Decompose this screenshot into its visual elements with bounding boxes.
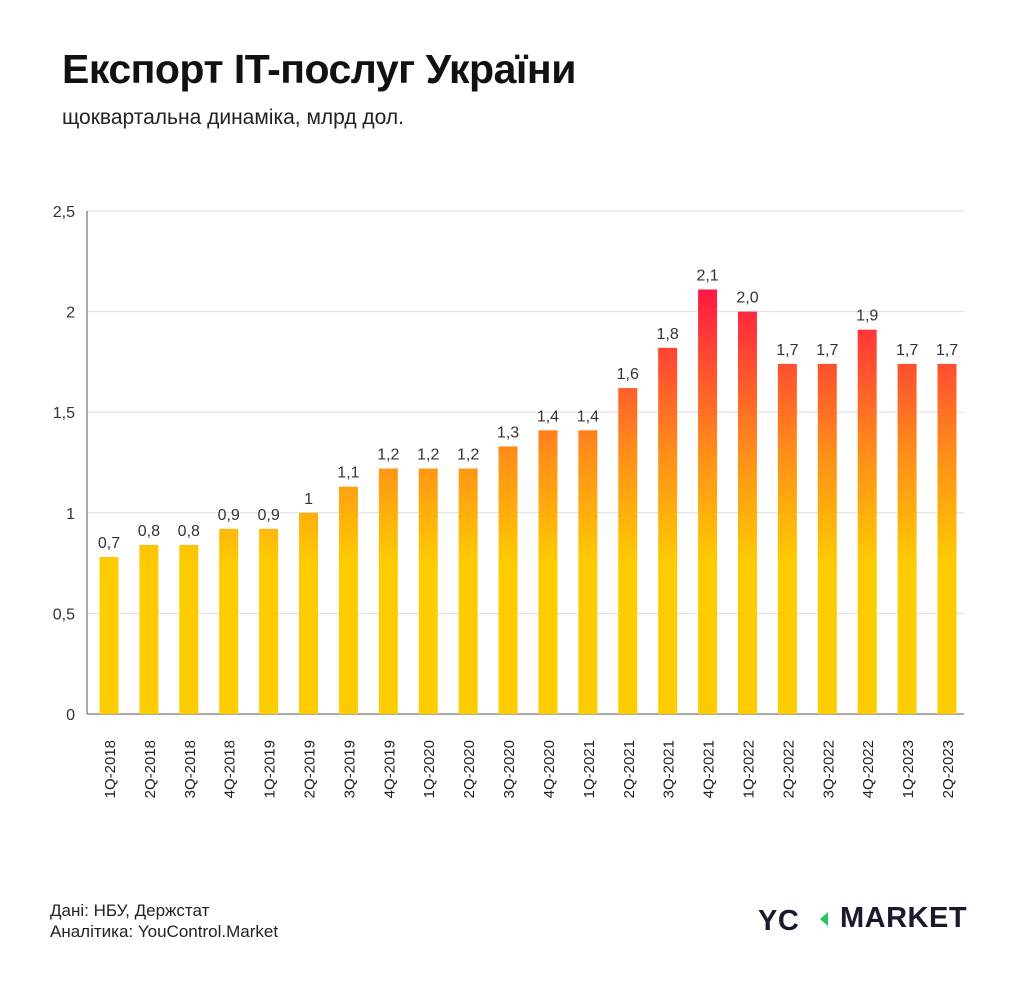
- bar-2Q-2022: [777, 363, 797, 714]
- data-label: 2,1: [696, 267, 718, 284]
- data-label: 1,2: [457, 447, 479, 464]
- x-tick-label: 4Q-2018: [222, 740, 239, 798]
- data-label: 1,2: [377, 447, 399, 464]
- data-label: 0,8: [178, 523, 200, 540]
- bar-4Q-2019: [378, 468, 398, 714]
- chart-subtitle: щоквартальна динаміка, млрд дол.: [62, 106, 404, 129]
- youcontrol-market-logo: YC MARKET: [758, 902, 967, 935]
- chart-title: Експорт IT-послуг України: [62, 46, 576, 92]
- data-label: 1,7: [936, 342, 958, 359]
- bar-chart: 0 0,5 1 1,5 2 2,5 0,7 0,8 0,8 0,9 0,9 1 1,1 1,2 1,2 1,…: [53, 204, 964, 798]
- source-note: Дані: НБУ, Держстат Аналітика: YouContro…: [50, 900, 278, 942]
- bar-4Q-2020: [538, 430, 558, 714]
- bars: [99, 289, 957, 714]
- y-tick-label: 0: [66, 707, 75, 724]
- bar-3Q-2022: [817, 363, 837, 714]
- data-label: 1,4: [577, 408, 599, 425]
- bar-2Q-2019: [299, 512, 319, 714]
- x-tick-label: 2Q-2019: [302, 740, 319, 798]
- x-tick-label: 1Q-2022: [740, 740, 757, 798]
- data-label: 0,9: [218, 507, 240, 524]
- data-label: 2,0: [736, 290, 758, 307]
- svg-text:YC: YC: [758, 905, 799, 934]
- data-label: 1,4: [537, 408, 559, 425]
- y-tick-label: 1,5: [53, 405, 75, 422]
- bar-2Q-2023: [937, 363, 957, 714]
- data-label: 1,7: [896, 342, 918, 359]
- bar-4Q-2021: [698, 289, 718, 714]
- data-label: 1,7: [816, 342, 838, 359]
- bar-2Q-2021: [618, 388, 638, 714]
- x-tick-label: 1Q-2019: [262, 740, 279, 798]
- x-tick-label: 3Q-2019: [341, 740, 358, 798]
- x-tick-label: 1Q-2021: [581, 740, 598, 798]
- x-tick-label: 3Q-2022: [820, 740, 837, 798]
- yc-mark-svg: YC: [758, 905, 828, 934]
- bar-4Q-2018: [219, 528, 239, 714]
- data-label: 1,7: [776, 342, 798, 359]
- bar-2Q-2020: [458, 468, 478, 714]
- x-tick-label: 2Q-2021: [621, 740, 638, 798]
- data-label: 1,8: [657, 326, 679, 343]
- bar-3Q-2021: [658, 347, 678, 714]
- data-label: 0,9: [257, 507, 279, 524]
- bar-1Q-2021: [578, 430, 598, 714]
- bar-4Q-2022: [857, 329, 877, 714]
- data-label: 1,6: [617, 366, 639, 383]
- y-tick-label: 0,5: [53, 606, 75, 623]
- data-label: 1,1: [337, 465, 359, 482]
- bar-1Q-2020: [418, 468, 438, 714]
- y-tick-label: 2,5: [53, 204, 75, 221]
- data-label: 0,7: [98, 535, 120, 552]
- bar-1Q-2018: [99, 557, 119, 714]
- source-data-line: Дані: НБУ, Держстат: [50, 901, 210, 920]
- x-tick-label: 4Q-2021: [701, 740, 718, 798]
- category-labels: 1Q-2018 2Q-2018 3Q-2018 4Q-2018 1Q-2019 2Q-20…: [102, 740, 957, 798]
- data-label: 1: [304, 491, 313, 508]
- x-tick-label: 4Q-2022: [860, 740, 877, 798]
- bar-1Q-2023: [897, 363, 917, 714]
- data-label: 1,3: [497, 424, 519, 441]
- x-tick-label: 2Q-2022: [780, 740, 797, 798]
- data-label: 1,2: [417, 447, 439, 464]
- x-tick-label: 1Q-2018: [102, 740, 119, 798]
- x-tick-label: 4Q-2019: [381, 740, 398, 798]
- bar-3Q-2020: [498, 446, 518, 714]
- x-tick-label: 3Q-2018: [182, 740, 199, 798]
- y-tick-label: 2: [66, 305, 75, 322]
- x-tick-label: 1Q-2020: [421, 740, 438, 798]
- x-tick-label: 4Q-2020: [541, 740, 558, 798]
- data-labels: 0,7 0,8 0,8 0,9 0,9 1 1,1 1,2 1,2 1,2 1,3 1,4 1,4 1,6…: [98, 267, 958, 552]
- logo-text: MARKET: [840, 902, 968, 934]
- x-tick-label: 1Q-2023: [900, 740, 917, 798]
- x-tick-label: 2Q-2023: [940, 740, 957, 798]
- y-tick-label: 1: [66, 506, 75, 523]
- source-analytics-line: Аналітика: YouControl.Market: [50, 922, 279, 941]
- bar-1Q-2022: [737, 311, 757, 714]
- x-tick-label: 3Q-2020: [501, 740, 518, 798]
- data-label: 1,9: [856, 308, 878, 325]
- x-tick-label: 2Q-2020: [461, 740, 478, 798]
- data-label: 0,8: [138, 523, 160, 540]
- yc-logo-icon: YC: [758, 904, 830, 934]
- bar-3Q-2018: [179, 544, 199, 714]
- bar-2Q-2018: [139, 544, 159, 714]
- x-tick-label: 3Q-2021: [661, 740, 678, 798]
- bar-1Q-2019: [259, 528, 279, 714]
- bar-3Q-2019: [338, 486, 358, 714]
- x-tick-label: 2Q-2018: [142, 740, 159, 798]
